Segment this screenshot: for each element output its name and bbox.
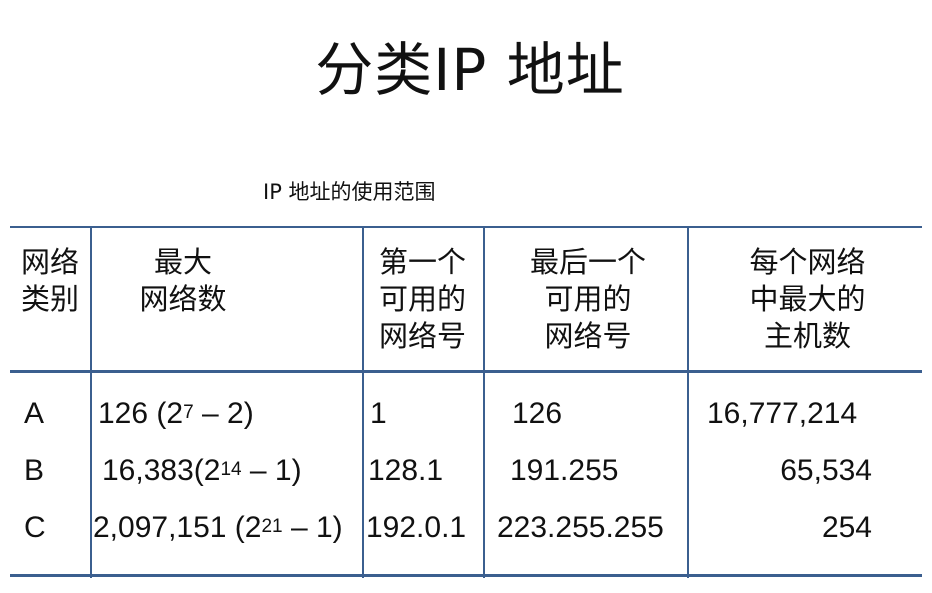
header-bottom-rule [10, 370, 922, 373]
table-row-a-max-networks: 126 (27 – 2) [98, 397, 254, 430]
header-network-class: 网络 类别 [20, 245, 79, 316]
exponent: 21 [261, 516, 283, 537]
table-row-b-class: B [24, 454, 45, 487]
table-row-a-first: 1 [370, 397, 387, 430]
exponent: 7 [183, 402, 194, 423]
table-row-b-last: 191.255 [510, 454, 619, 487]
header-last-network: 最后一个 可用的 网络号 [529, 245, 646, 353]
table-bottom-rule [10, 574, 922, 577]
table-row-c-hosts: 254 [821, 511, 872, 544]
table-row-b-hosts: 65,534 [780, 454, 872, 487]
table-row-b-max-networks: 16,383(214 – 1) [102, 454, 302, 487]
column-divider [90, 226, 92, 578]
page-title: 分类IP 地址 [315, 36, 625, 104]
table-row-a-last: 126 [512, 397, 563, 430]
exponent: 14 [220, 459, 242, 480]
column-divider [362, 226, 364, 578]
table-row-a-class: A [24, 397, 45, 430]
table-row-b-first: 128.1 [368, 454, 444, 487]
column-divider [483, 226, 485, 578]
header-max-networks: 最大 网络数 [139, 245, 227, 316]
header-max-hosts: 每个网络 中最大的 主机数 [749, 245, 866, 353]
table-row-c-first: 192.0.1 [366, 511, 467, 544]
table-row-a-hosts: 16,777,214 [707, 397, 858, 430]
table-caption: IP 地址的使用范围 [263, 180, 436, 204]
table-row-c-last: 223.255.255 [497, 511, 664, 544]
header-first-network: 第一个 可用的 网络号 [378, 245, 466, 353]
column-divider [687, 226, 689, 578]
ip-class-table: 网络 类别 最大 网络数 第一个 可用的 网络号 最后一个 可用的 网络号 每个… [10, 226, 922, 578]
table-top-rule [10, 226, 922, 228]
table-row-c-max-networks: 2,097,151 (221 – 1) [93, 511, 343, 544]
table-row-c-class: C [24, 511, 46, 544]
